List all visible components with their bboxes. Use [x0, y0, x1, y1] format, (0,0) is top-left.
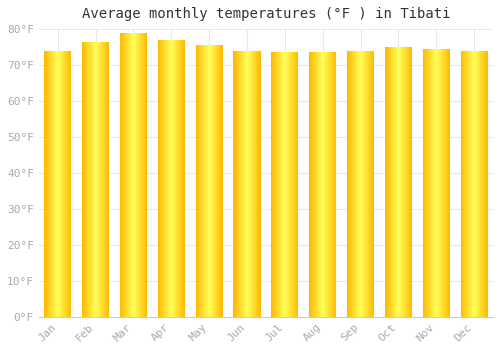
Title: Average monthly temperatures (°F ) in Tibati: Average monthly temperatures (°F ) in Ti…: [82, 7, 450, 21]
